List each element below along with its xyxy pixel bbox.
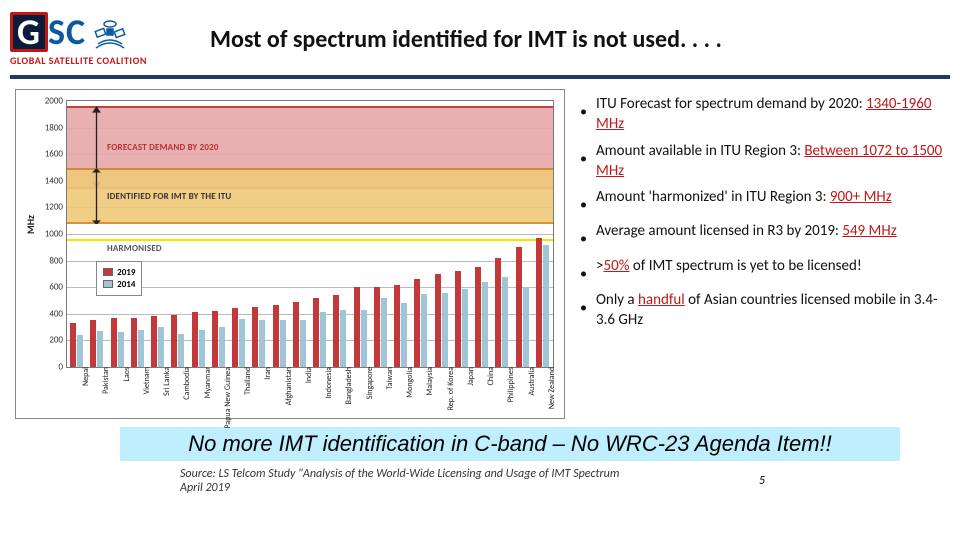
chart-column: MHz 020040060080010001200140016001800200…	[15, 89, 565, 419]
x-tick: Vietnam	[139, 367, 152, 394]
x-tick: China	[483, 367, 496, 385]
bar-group	[252, 101, 266, 367]
x-tick: Taiwan	[382, 367, 395, 390]
y-tick: 2000	[45, 96, 67, 107]
x-tick: Thailand	[240, 367, 253, 395]
x-tick: Myanmar	[200, 367, 213, 398]
y-tick: 600	[49, 282, 67, 293]
bar-group	[131, 101, 145, 367]
x-tick: Afghanistan	[281, 367, 294, 405]
x-tick: Philippines	[503, 367, 516, 402]
y-tick: 1000	[45, 229, 67, 240]
bar-group	[536, 101, 550, 367]
y-tick: 1800	[45, 122, 67, 133]
x-tick: Iran	[260, 367, 273, 380]
x-tick: Pakistan	[98, 367, 111, 394]
y-tick: 400	[49, 308, 67, 319]
x-tick: Japan	[463, 367, 476, 386]
bar-group	[495, 101, 509, 367]
bar-group	[354, 101, 368, 367]
x-tick: Papua New Guinea	[220, 367, 233, 429]
logo: G SC GLOBAL SATELLITE COALITION	[10, 10, 210, 67]
x-tick: India	[301, 367, 314, 383]
bullet-list: ITU Forecast for spectrum demand by 2020…	[580, 89, 945, 419]
source-citation: Source: LS Telcom Study "Analysis of the…	[180, 467, 900, 495]
x-tick: Cambodia	[179, 367, 192, 400]
bullet-item: Amount 'harmonized' in ITU Region 3: 900…	[580, 187, 945, 215]
y-tick: 1200	[45, 202, 67, 213]
bar-group	[192, 101, 206, 367]
bar-group	[374, 101, 388, 367]
bar-group	[394, 101, 408, 367]
y-tick: 800	[49, 255, 67, 266]
bullet-item: Amount available in ITU Region 3: Betwee…	[580, 141, 945, 182]
bar-group	[232, 101, 246, 367]
x-tick: Sri Lanka	[159, 367, 172, 396]
bar-group	[90, 101, 104, 367]
main-content: MHz 020040060080010001200140016001800200…	[0, 79, 960, 419]
chart-legend: 20192014	[96, 261, 142, 296]
bullet-item: Only a handful of Asian countries licens…	[580, 290, 945, 331]
plot-area: 0200400600800100012001400160018002000FOR…	[66, 100, 554, 368]
satellite-icon	[90, 12, 130, 52]
x-tick: New Zealand	[544, 367, 557, 409]
bar-group	[516, 101, 530, 367]
bullet-item: ITU Forecast for spectrum demand by 2020…	[580, 94, 945, 135]
y-tick: 1600	[45, 149, 67, 160]
x-tick: Australia	[524, 367, 537, 396]
y-tick: 200	[49, 335, 67, 346]
bar-group	[475, 101, 489, 367]
bar-group	[414, 101, 428, 367]
bar-group	[435, 101, 449, 367]
bar-group	[171, 101, 185, 367]
x-tick: Singapore	[362, 367, 375, 399]
page-title: Most of spectrum identified for IMT is n…	[210, 10, 940, 54]
x-tick: Laos	[119, 367, 132, 382]
y-axis-label: MHz	[24, 215, 37, 234]
bullet-item: Average amount licensed in R3 by 2019: 5…	[580, 221, 945, 249]
spectrum-chart: MHz 020040060080010001200140016001800200…	[15, 89, 565, 419]
x-tick: Indonesia	[321, 367, 334, 399]
bullet-item: >50% of IMT spectrum is yet to be licens…	[580, 256, 945, 284]
bar-group	[333, 101, 347, 367]
header: G SC GLOBAL SATELLITE COALITION	[0, 0, 960, 67]
logo-letter-g: G	[17, 10, 41, 54]
x-tick: Rep. of Korea	[443, 367, 456, 410]
x-tick: Nepal	[78, 367, 91, 386]
x-tick: Malaysia	[422, 367, 435, 396]
bar-group	[455, 101, 469, 367]
y-tick: 0	[58, 362, 67, 373]
bar-group	[273, 101, 287, 367]
page-number: 5	[759, 474, 765, 488]
conclusion-banner: No more IMT identification in C-band – N…	[120, 427, 900, 461]
x-tick: Bangladesh	[341, 367, 354, 404]
x-tick: Mongolia	[402, 367, 415, 398]
bar-group	[293, 101, 307, 367]
bar-group	[313, 101, 327, 367]
bar-group	[70, 101, 84, 367]
y-tick: 1400	[45, 175, 67, 186]
logo-letters-sc: SC	[48, 10, 86, 54]
logo-subtitle: GLOBAL SATELLITE COALITION	[10, 54, 210, 67]
bar-group	[111, 101, 125, 367]
bar-group	[212, 101, 226, 367]
bar-group	[151, 101, 165, 367]
